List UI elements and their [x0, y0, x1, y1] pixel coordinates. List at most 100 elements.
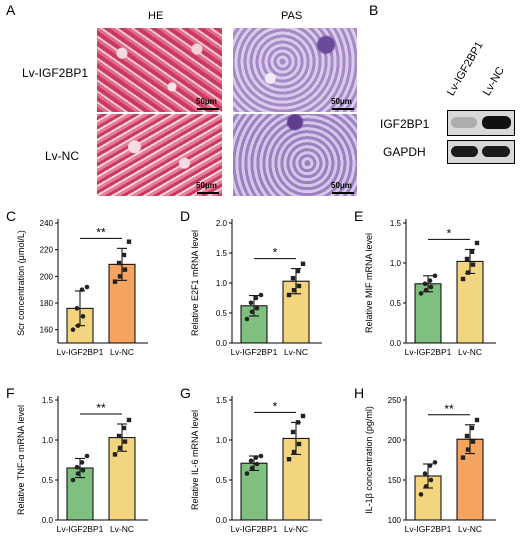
x-tick-label: Lv-NC — [458, 524, 482, 534]
significance-label: ** — [96, 401, 106, 415]
data-point — [122, 439, 128, 444]
y-tick-label: 1.0 — [216, 436, 228, 445]
y-tick-label: 2.0 — [216, 219, 228, 228]
data-point — [474, 417, 480, 423]
y-axis-label: Scr concentration (μmol/L) — [16, 230, 26, 336]
data-point — [422, 281, 428, 287]
y-tick-label: 1.5 — [216, 249, 228, 258]
data-point — [79, 460, 85, 465]
data-point — [460, 455, 466, 460]
bar-lv-igf2bp1 — [240, 462, 268, 521]
panel-letter-c: C — [6, 208, 16, 224]
y-tick-label: 1.5 — [390, 219, 402, 228]
y-axis-label: IL-1β concentration (pg/ml) — [364, 406, 374, 514]
column-label-pas: PAS — [281, 10, 303, 22]
y-tick-label: 200 — [388, 436, 402, 445]
data-point — [460, 276, 466, 282]
data-point — [74, 306, 80, 311]
data-point — [295, 268, 301, 274]
data-point — [249, 309, 255, 315]
scalebar-line — [197, 108, 219, 110]
data-point — [464, 433, 470, 439]
data-point — [84, 284, 90, 290]
data-point — [112, 279, 118, 284]
data-point — [122, 267, 128, 272]
y-tick-label: 1.0 — [42, 436, 54, 445]
data-point — [117, 445, 123, 451]
data-point — [295, 420, 301, 425]
data-point — [253, 295, 259, 301]
data-point — [254, 305, 260, 311]
y-tick-label: 150 — [388, 476, 402, 485]
column-label-he: HE — [148, 10, 164, 22]
data-point — [418, 492, 424, 497]
data-point — [244, 316, 250, 322]
data-point — [428, 284, 434, 290]
data-point — [74, 464, 80, 470]
bar-chart-h: HIL-1β concentration (pg/ml) 100 150 200 250… — [354, 385, 496, 534]
blot-band — [482, 146, 510, 157]
x-tick-label: Lv-IGF2BP1 — [57, 347, 104, 357]
data-point — [427, 463, 433, 468]
data-point — [117, 274, 123, 279]
x-tick-label: Lv-IGF2BP1 — [405, 524, 452, 534]
panel-letter-e: E — [354, 208, 363, 224]
data-point — [75, 471, 81, 476]
x-tick-label: Lv-NC — [458, 347, 482, 357]
data-point — [291, 288, 297, 293]
data-point — [79, 287, 85, 292]
y-tick-label: 1.0 — [390, 259, 402, 268]
x-tick-label: Lv-IGF2BP1 — [57, 524, 104, 534]
western-blot-igf2bp1 — [447, 110, 515, 136]
x-tick-label: Lv-NC — [110, 524, 134, 534]
data-point — [248, 458, 254, 464]
pas-image-lv-nc — [233, 114, 357, 196]
bar-lv-nc — [108, 437, 136, 521]
significance-label: ** — [96, 225, 106, 239]
significance-label: * — [273, 246, 278, 260]
x-tick-label: Lv-NC — [284, 524, 308, 534]
data-point — [249, 465, 255, 471]
x-tick-label: Lv-IGF2BP1 — [231, 347, 278, 357]
data-point — [80, 314, 86, 319]
y-tick-label: 1.5 — [216, 396, 228, 405]
data-point — [300, 261, 306, 266]
protein-label-igf2bp1: IGF2BP1 — [380, 117, 430, 131]
data-point — [470, 439, 476, 444]
y-tick-label: 240 — [40, 219, 54, 228]
panel-letter-f: F — [6, 385, 15, 401]
y-tick-label: 100 — [388, 516, 402, 525]
data-point — [296, 283, 302, 289]
y-tick-label: 250 — [388, 396, 402, 405]
panel-letter-b: B — [369, 2, 379, 18]
blot-band — [451, 146, 478, 157]
y-tick-label: 0.0 — [216, 339, 228, 348]
y-tick-label: 1.0 — [216, 279, 228, 288]
data-point — [290, 276, 296, 281]
data-point — [126, 239, 132, 244]
he-image-lv-nc — [97, 114, 222, 196]
data-point — [418, 291, 424, 296]
protein-label-gapdh: GAPDH — [383, 145, 426, 159]
panel-letter-d: D — [180, 208, 190, 224]
scalebar-label: 50μm — [196, 181, 217, 190]
y-tick-label: 1.5 — [42, 396, 54, 405]
panel-letter-h: H — [354, 385, 364, 401]
y-tick-label: 0.5 — [216, 309, 228, 318]
blot-band — [451, 117, 477, 128]
data-point — [465, 270, 471, 275]
y-axis-label: Relative TNF-α mRNA level — [16, 405, 26, 515]
scalebar-label: 50μm — [331, 97, 352, 106]
data-point — [469, 249, 475, 254]
data-point — [291, 449, 297, 455]
y-tick-label: 220 — [40, 246, 54, 255]
data-point — [126, 417, 132, 423]
y-tick-label: 0.0 — [390, 339, 402, 348]
data-point — [296, 441, 302, 447]
y-axis-label: Relative E2F1 mRNA level — [190, 230, 200, 336]
data-point — [253, 455, 259, 460]
y-tick-label: 200 — [40, 272, 54, 281]
